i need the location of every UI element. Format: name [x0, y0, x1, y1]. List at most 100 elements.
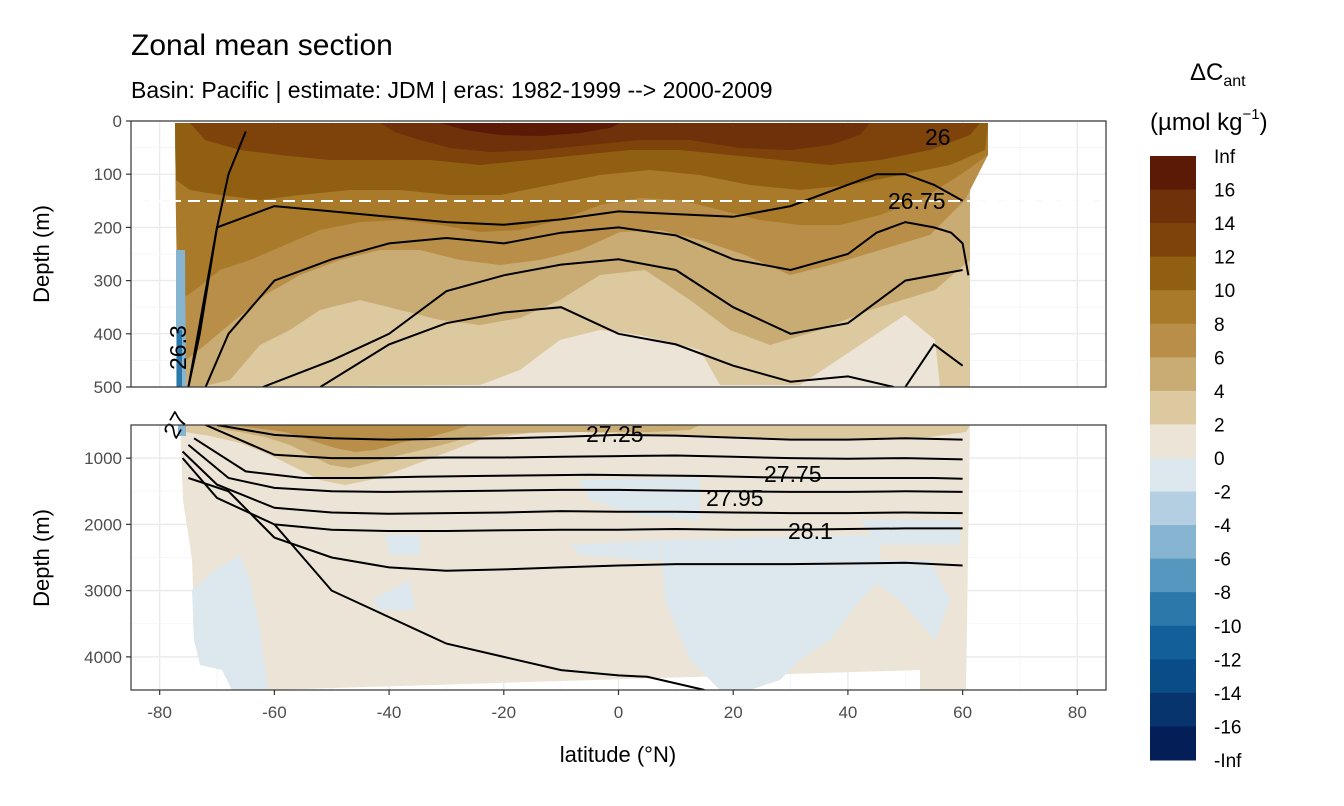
upper-fill-16-inf — [440, 123, 620, 136]
legend-swatch — [1150, 223, 1196, 258]
y-tick-label: 200 — [94, 218, 122, 237]
lower-fill-negative-upper — [580, 478, 700, 520]
lower-density-contours — [181, 425, 963, 690]
y-tick-label: 500 — [94, 378, 122, 397]
legend-swatch — [1150, 390, 1196, 425]
legend-label: 2 — [1214, 415, 1225, 436]
density-contour-26 — [808, 84, 986, 111]
legend-swatches — [1150, 156, 1196, 761]
legend-swatch — [1150, 424, 1196, 459]
x-tick-label: 80 — [1068, 703, 1087, 722]
lower-fill-negative-upper-3 — [385, 535, 420, 555]
y-axis-title-lower: Depth (m) — [29, 509, 54, 607]
chart-subtitle: Basin: Pacific | estimate: JDM | eras: 1… — [131, 77, 773, 103]
contour-label-26-75: 26.75 — [888, 188, 946, 214]
legend-label: 12 — [1214, 248, 1235, 269]
x-tick-label: -80 — [147, 703, 172, 722]
density-contour-26-7 — [187, 173, 964, 387]
density-contour-27-55 — [193, 437, 963, 480]
lower-fill-negative-edge — [178, 425, 186, 436]
legend: ΔCant (µmol kg−1) Inf 16 14 12 10 8 6 4 2 0 -2 -4 -6… — [1150, 59, 1268, 772]
legend-swatch — [1150, 323, 1196, 358]
legend-label: 0 — [1214, 449, 1225, 470]
upper-panel-fill — [175, 123, 988, 387]
contour-label-27-95: 27.95 — [706, 485, 764, 511]
legend-label: -Inf — [1214, 751, 1242, 772]
legend-swatch — [1150, 156, 1196, 191]
upper-panel-border — [130, 120, 1107, 388]
upper-fill-negative-strong — [177, 330, 182, 387]
density-contour-27-75 — [187, 444, 963, 493]
x-tick-label: 0 — [614, 703, 623, 722]
legend-unit-pre: (µmol kg — [1150, 109, 1243, 136]
density-contour-27-25 — [216, 425, 963, 441]
contour-label-28-1: 28.1 — [788, 518, 833, 544]
lower-panel-fill — [178, 425, 970, 690]
density-contour-26-85 — [262, 258, 963, 387]
density-contour-27 — [319, 306, 895, 387]
legend-swatch — [1150, 525, 1196, 560]
contour-label-26: 26 — [925, 124, 951, 150]
contour-label-26-3: 26.3 — [165, 325, 191, 370]
x-axis-title: latitude (°N) — [560, 742, 676, 767]
upper-panel: 26 26.75 26.3 0 100 200 300 400 500 — [94, 84, 1107, 397]
contour-label-27-75: 27.75 — [764, 461, 822, 487]
legend-swatch — [1150, 592, 1196, 627]
y-tick-label: 400 — [94, 325, 122, 344]
legend-swatch — [1150, 726, 1196, 761]
lower-fill-negative-upper-2 — [860, 520, 960, 545]
legend-swatch — [1150, 458, 1196, 493]
density-contour-27-1 — [904, 342, 964, 387]
x-tick-label: -60 — [262, 703, 287, 722]
lower-fill-negative-south — [192, 555, 268, 690]
lower-fill-negative-north-2 — [860, 560, 950, 640]
legend-labels: Inf 16 14 12 10 8 6 4 2 0 -2 -4 -6 -8 -10 -12 -14 -16 -Inf — [1214, 147, 1242, 772]
legend-swatch — [1150, 290, 1196, 325]
density-contour-26-75 — [204, 221, 970, 387]
lower-fill-negative-mid — [570, 540, 660, 560]
y-tick-label: 1000 — [84, 449, 122, 468]
y-tick-label: 100 — [94, 165, 122, 184]
upper-density-contours — [187, 84, 986, 387]
legend-label: -6 — [1214, 550, 1231, 571]
legend-label: -8 — [1214, 583, 1231, 604]
legend-label: -14 — [1214, 684, 1242, 705]
chart-title: Zonal mean section — [131, 29, 393, 62]
density-contour-27-95 — [181, 450, 963, 515]
legend-swatch — [1150, 189, 1196, 224]
density-contour-28-15 — [188, 477, 963, 572]
legend-swatch — [1150, 491, 1196, 526]
legend-unit-sup: −1 — [1243, 106, 1260, 123]
x-tick-label: 60 — [953, 703, 972, 722]
legend-label: 8 — [1214, 315, 1225, 336]
x-tick-label: 40 — [838, 703, 857, 722]
density-contour-27-4 — [205, 425, 963, 461]
y-axis-title-upper: Depth (m) — [29, 205, 54, 303]
y-tick-label: 2000 — [84, 515, 122, 534]
y-tick-label: 4000 — [84, 648, 122, 667]
x-tick-label: -20 — [492, 703, 517, 722]
lower-fill-negative-north — [660, 535, 880, 690]
legend-title: ΔCant — [1190, 59, 1246, 90]
y-tick-label: 3000 — [84, 582, 122, 601]
legend-swatch — [1150, 625, 1196, 660]
legend-label: 14 — [1214, 214, 1236, 235]
legend-label: -16 — [1214, 717, 1241, 738]
lower-fill-negative-south-2 — [372, 580, 415, 610]
y-tick-label: 0 — [113, 112, 122, 131]
legend-label: 16 — [1214, 181, 1235, 202]
legend-label: -4 — [1214, 516, 1231, 537]
legend-swatch — [1150, 558, 1196, 593]
legend-label: -2 — [1214, 483, 1231, 504]
legend-label: Inf — [1214, 147, 1236, 168]
legend-label: -12 — [1214, 650, 1241, 671]
legend-label: 6 — [1214, 348, 1225, 369]
density-contour-28-1 — [181, 457, 963, 532]
legend-title-main: ΔC — [1190, 59, 1223, 86]
legend-label: 4 — [1214, 382, 1225, 403]
x-tick-label: 20 — [724, 703, 743, 722]
y-tick-label: 300 — [94, 272, 122, 291]
legend-unit-post: ) — [1260, 109, 1268, 136]
lower-y-ticks: 1000 2000 3000 4000 — [84, 449, 131, 667]
